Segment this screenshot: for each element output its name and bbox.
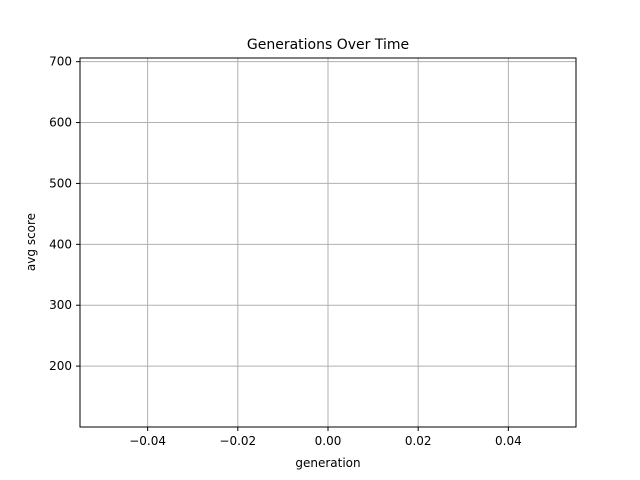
x-tick-label: 0.02 bbox=[405, 434, 432, 448]
y-tick-label: 200 bbox=[49, 359, 72, 373]
x-grid bbox=[147, 58, 509, 427]
x-axis-label: generation bbox=[295, 456, 360, 470]
y-tick-label: 400 bbox=[49, 237, 72, 251]
x-tick-label: −0.02 bbox=[219, 434, 256, 448]
x-tick-label: −0.04 bbox=[129, 434, 166, 448]
y-axis: 200 300 400 500 600 700 bbox=[49, 55, 80, 373]
x-axis: −0.04 −0.02 0.00 0.02 0.04 bbox=[129, 427, 522, 448]
y-tick-label: 300 bbox=[49, 298, 72, 312]
x-tick-label: 0.00 bbox=[315, 434, 342, 448]
y-tick-label: 700 bbox=[49, 55, 72, 69]
y-tick-label: 600 bbox=[49, 116, 72, 130]
y-grid bbox=[80, 61, 576, 367]
x-tick-label: 0.04 bbox=[495, 434, 522, 448]
y-tick-label: 500 bbox=[49, 176, 72, 190]
chart-title: Generations Over Time bbox=[247, 37, 409, 53]
y-axis-label: avg score bbox=[24, 213, 38, 271]
